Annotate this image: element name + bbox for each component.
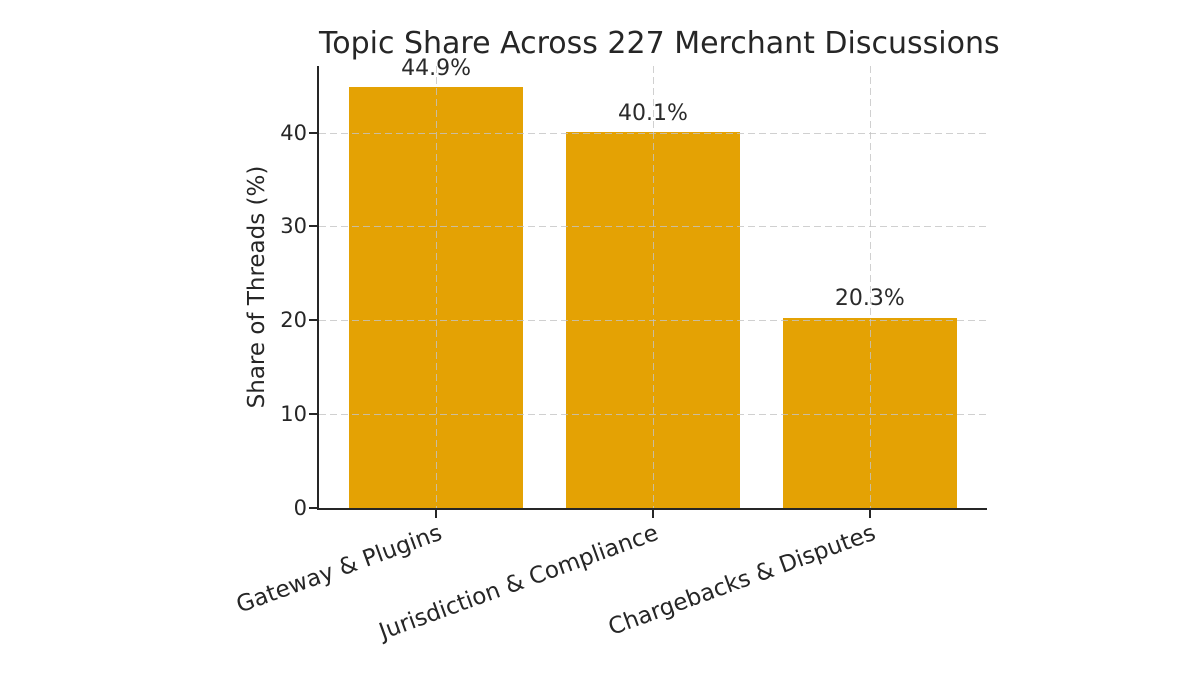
- y-axis-spine: [317, 66, 319, 510]
- x-tick-mark-1: [652, 510, 654, 518]
- y-tick-mark-0: [309, 507, 317, 509]
- y-tick-label-30: 30: [280, 214, 307, 239]
- y-tick-label-10: 10: [280, 402, 307, 427]
- gridline-v-0: [436, 66, 438, 508]
- x-axis-spine: [317, 508, 987, 510]
- y-tick-label-20: 20: [280, 308, 307, 333]
- y-tick-mark-20: [309, 319, 317, 322]
- plot-area: 0 10 20 30 40 Gateway & Plugins 44.9% Jurisdict…: [233, 56, 987, 645]
- bar-value-label-2: 20.3%: [834, 286, 905, 312]
- gridline-v-1: [653, 66, 654, 508]
- gridline-v-2: [869, 66, 871, 508]
- y-tick-label-40: 40: [280, 120, 307, 145]
- y-tick-mark-30: [309, 225, 317, 228]
- bar-value-label-0: 44.9%: [401, 55, 472, 81]
- chart-title: Topic Share Across 227 Merchant Discussi…: [319, 26, 1000, 61]
- bar-1: [566, 131, 740, 508]
- y-axis-label: Share of Threads (%): [244, 165, 270, 409]
- y-tick-mark-40: [309, 131, 317, 134]
- x-tick-mark-0: [435, 510, 438, 518]
- x-tick-label-0: Gateway & Plugins: [232, 520, 446, 619]
- x-tick-mark-2: [868, 510, 871, 518]
- y-tick-label-0: 0: [293, 496, 307, 520]
- bar-value-label-1: 40.1%: [618, 100, 688, 126]
- y-tick-mark-10: [309, 413, 317, 416]
